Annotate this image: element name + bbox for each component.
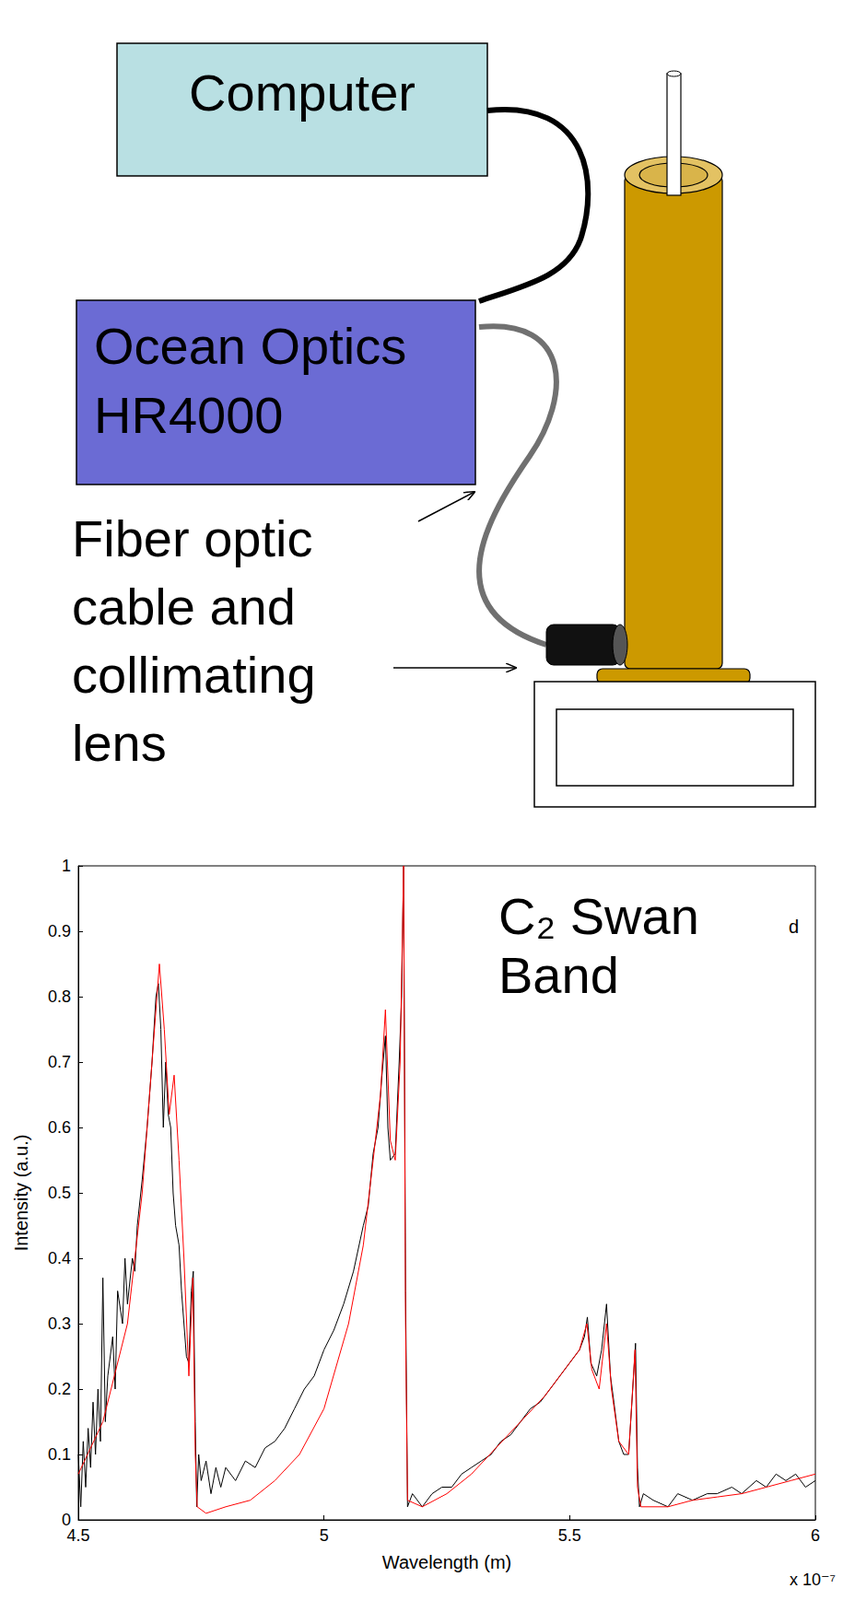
svg-text:lens: lens	[71, 714, 167, 773]
svg-text:0.3: 0.3	[47, 1314, 71, 1334]
svg-text:6: 6	[810, 1526, 820, 1546]
svg-text:Computer: Computer	[188, 63, 416, 122]
svg-text:0: 0	[61, 1510, 71, 1530]
svg-text:0.7: 0.7	[47, 1053, 71, 1072]
svg-text:C₂ Swan: C₂ Swan	[498, 887, 714, 946]
svg-text:d: d	[788, 916, 799, 937]
svg-text:0.5: 0.5	[47, 1183, 71, 1203]
svg-text:0.9: 0.9	[47, 922, 71, 941]
svg-text:Ocean Optics: Ocean Optics	[93, 316, 407, 375]
svg-text:Wavelength (m): Wavelength (m)	[382, 1552, 512, 1573]
svg-text:0.2: 0.2	[47, 1380, 71, 1399]
svg-text:Fiber optic: Fiber optic	[71, 509, 313, 568]
svg-text:x 10⁻⁷: x 10⁻⁷	[789, 1570, 836, 1590]
svg-text:Intensity (a.u.): Intensity (a.u.)	[11, 1135, 32, 1253]
svg-text:cable and: cable and	[71, 577, 296, 636]
svg-text:0.8: 0.8	[47, 987, 71, 1007]
svg-text:1: 1	[61, 856, 71, 876]
svg-text:0.4: 0.4	[47, 1249, 71, 1268]
svg-text:5.5: 5.5	[558, 1526, 582, 1546]
svg-text:0.6: 0.6	[47, 1118, 71, 1137]
svg-text:Band: Band	[498, 946, 620, 1005]
svg-text:4.5: 4.5	[66, 1526, 90, 1546]
svg-text:collimating: collimating	[71, 645, 317, 704]
svg-text:0.1: 0.1	[47, 1445, 71, 1464]
svg-text:5: 5	[319, 1526, 329, 1546]
svg-text:HR4000: HR4000	[93, 386, 283, 445]
